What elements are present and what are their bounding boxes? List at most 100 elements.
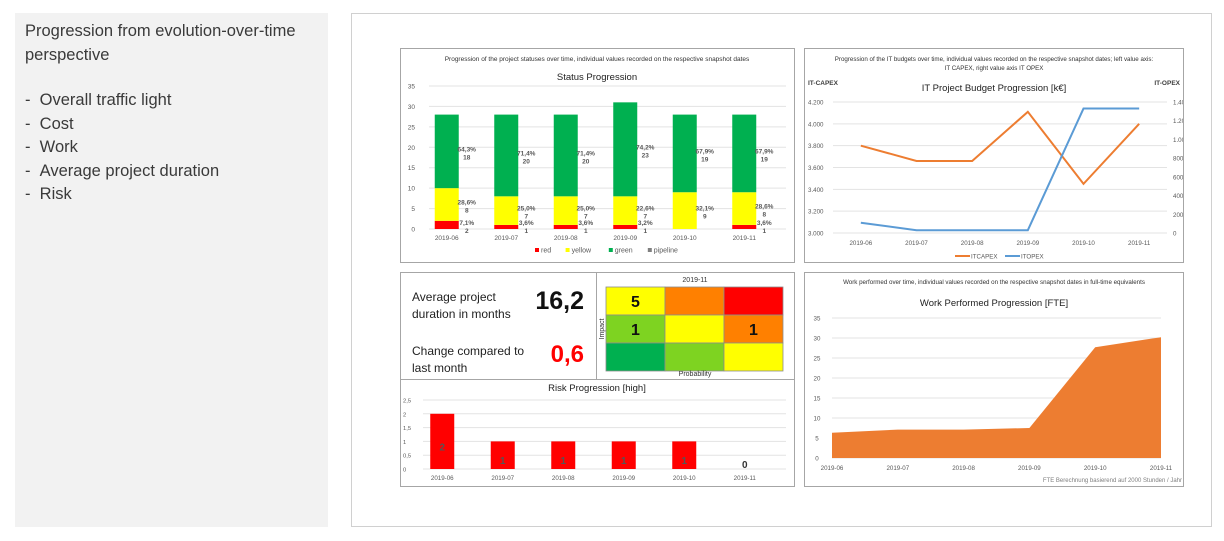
work-chart: Work performed over time, individual val… bbox=[814, 279, 1182, 484]
matrix-title: 2019-11 bbox=[682, 277, 707, 284]
legend-label-red: red bbox=[541, 248, 551, 255]
kpi-box: Average project duration in months 16,2 … bbox=[400, 272, 597, 380]
bar-yellow bbox=[553, 196, 578, 225]
x-tick-label: 2019-08 bbox=[554, 235, 578, 242]
bar-green bbox=[613, 102, 638, 197]
data-label-count: 7 bbox=[524, 214, 528, 221]
matrix-cell-count: 5 bbox=[631, 294, 640, 311]
work-area bbox=[832, 337, 1161, 458]
data-label-percent: 74,2% bbox=[636, 144, 655, 151]
data-label: 2 bbox=[439, 442, 445, 453]
data-label-count: 18 bbox=[463, 154, 471, 161]
data-label-count: 19 bbox=[701, 156, 709, 163]
risk-bar bbox=[611, 441, 636, 469]
x-tick-label: 2019-06 bbox=[431, 475, 454, 482]
data-label-percent: 3,6% bbox=[578, 220, 593, 227]
y-tick-label: 1 bbox=[403, 440, 406, 446]
y-tick-label: 20 bbox=[814, 376, 821, 383]
x-tick-label: 2019-11 bbox=[734, 475, 757, 482]
x-tick-label: 2019-09 bbox=[612, 475, 635, 482]
y-tick-label: 5 bbox=[815, 436, 819, 443]
data-label-percent: 25,0% bbox=[517, 206, 536, 213]
y-tick-right: 1.000 bbox=[1173, 137, 1183, 144]
x-tick-label: 2019-10 bbox=[1072, 240, 1095, 247]
data-label-count: 8 bbox=[465, 207, 469, 214]
bar-yellow bbox=[732, 192, 757, 225]
y-tick-label: 30 bbox=[814, 336, 821, 343]
chart-caption: Progression of the project statuses over… bbox=[445, 56, 750, 63]
data-label-count: 1 bbox=[762, 228, 766, 235]
y-tick-label: 10 bbox=[814, 416, 821, 423]
x-tick-label: 2019-07 bbox=[886, 465, 909, 472]
data-label-count: 20 bbox=[582, 158, 590, 165]
sidebar-item-risk: Risk bbox=[25, 183, 219, 207]
data-label: 0 bbox=[742, 460, 748, 471]
series-line-itopex bbox=[860, 107, 1140, 232]
bar-yellow bbox=[494, 196, 519, 225]
y-tick-left: 3.400 bbox=[808, 187, 824, 194]
risk-bar bbox=[551, 441, 576, 469]
legend-label-pipeline: pipeline bbox=[654, 248, 678, 255]
x-tick-label: 2019-11 bbox=[1150, 465, 1173, 472]
y-tick-right: 400 bbox=[1173, 193, 1183, 200]
risk-bar bbox=[490, 441, 515, 469]
data-label-count: 7 bbox=[584, 214, 588, 221]
matrix-cell-count: 1 bbox=[631, 322, 640, 339]
y-tick-left: 3.200 bbox=[808, 209, 824, 216]
bar-red bbox=[494, 224, 519, 229]
sidebar-item-duration: Average project duration bbox=[25, 160, 219, 184]
matrix-cell bbox=[723, 342, 784, 372]
x-tick-label: 2019-08 bbox=[552, 475, 575, 482]
work-chart-panel: Work performed over time, individual val… bbox=[804, 272, 1184, 487]
y-tick-left: 3.000 bbox=[808, 231, 824, 238]
risk-chart-panel: Risk Progression [high] 0 0,5 1 1,5 2 2,5 2 2019… bbox=[400, 379, 795, 487]
x-tick-label: 2019-08 bbox=[952, 465, 975, 472]
x-tick-label: 2019-09 bbox=[1016, 240, 1039, 247]
risk-chart: Risk Progression [high] 0 0,5 1 1,5 2 2,5 2 2019… bbox=[403, 383, 786, 482]
y-tick-label: 30 bbox=[408, 104, 416, 111]
legend-swatch-red bbox=[535, 248, 539, 252]
x-tick-label: 2019-10 bbox=[673, 475, 696, 482]
data-label-count: 23 bbox=[642, 152, 650, 159]
y-tick-right: 600 bbox=[1173, 174, 1183, 181]
y-tick-label: 10 bbox=[408, 186, 416, 193]
matrix-cell bbox=[664, 314, 725, 344]
y-tick-right: 0 bbox=[1173, 231, 1177, 238]
data-label-count: 9 bbox=[703, 214, 707, 221]
chart-caption: Work performed over time, individual val… bbox=[843, 279, 1145, 286]
y-tick-label: 25 bbox=[814, 356, 821, 363]
matrix-cell-count: 1 bbox=[749, 322, 758, 339]
data-label-count: 1 bbox=[643, 228, 647, 235]
data-label-count: 20 bbox=[523, 158, 531, 165]
y-tick-label: 15 bbox=[814, 396, 821, 403]
risk-bar bbox=[672, 441, 697, 469]
bar-red bbox=[553, 224, 578, 229]
x-tick-label: 2019-11 bbox=[733, 235, 757, 242]
sidebar-title: Progression from evolution-over-time per… bbox=[25, 22, 296, 64]
data-label-percent: 3,2% bbox=[638, 220, 653, 227]
x-tick-label: 2019-10 bbox=[1084, 465, 1107, 472]
x-tick-label: 2019-06 bbox=[821, 465, 844, 472]
duration-value: 16,2 bbox=[535, 287, 584, 315]
y-tick-left: 4.000 bbox=[808, 121, 824, 128]
y-axis-right-label: IT-OPEX bbox=[1154, 80, 1180, 87]
data-label-count: 19 bbox=[761, 156, 769, 163]
y-tick-label: 2 bbox=[403, 412, 406, 418]
y-tick-right: 200 bbox=[1173, 212, 1183, 219]
data-label-count: 7 bbox=[643, 214, 647, 221]
data-label-count: 8 bbox=[762, 212, 766, 219]
x-tick-label: 2019-06 bbox=[435, 235, 459, 242]
bar-green bbox=[494, 114, 519, 197]
matrix-x-label: Probability bbox=[679, 371, 712, 378]
risk-bar bbox=[430, 413, 455, 469]
y-tick-right: 800 bbox=[1173, 156, 1183, 163]
chart-caption: Progression of the IT budgets over time,… bbox=[835, 56, 1154, 63]
x-tick-label: 2019-08 bbox=[961, 240, 984, 247]
y-tick-left: 3.600 bbox=[808, 165, 824, 172]
legend-swatch-pipeline bbox=[647, 248, 652, 252]
bar-green bbox=[553, 114, 578, 197]
y-tick-label: 1,5 bbox=[403, 426, 411, 432]
chart-title: IT Project Budget Progression [k€] bbox=[922, 83, 1067, 94]
matrix-y-label: Impact bbox=[599, 318, 606, 339]
y-axis-left-label: IT-CAPEX bbox=[808, 80, 839, 87]
